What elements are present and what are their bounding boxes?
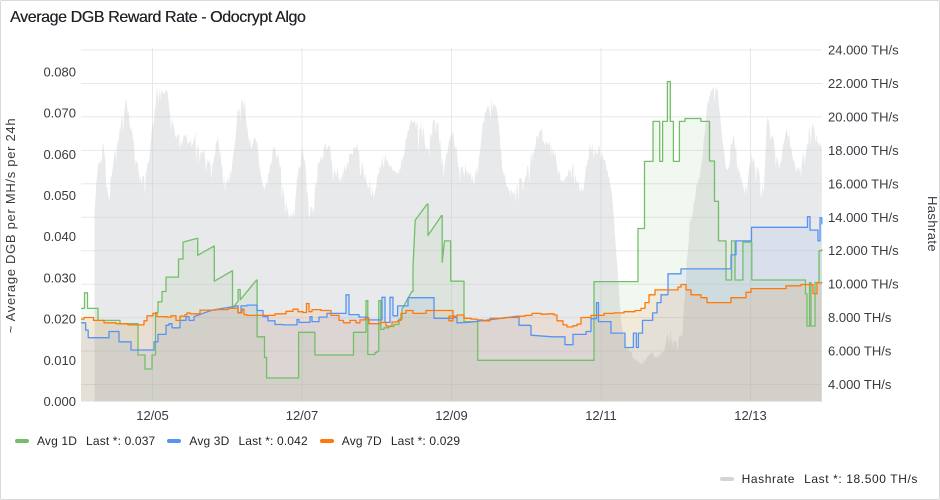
svg-text:0.060: 0.060 bbox=[43, 147, 76, 162]
svg-text:0.000: 0.000 bbox=[43, 394, 76, 409]
svg-text:0.080: 0.080 bbox=[43, 65, 76, 80]
svg-text:12/07: 12/07 bbox=[286, 408, 319, 423]
svg-text:10.000 TH/s: 10.000 TH/s bbox=[828, 277, 899, 292]
svg-text:8.000 TH/s: 8.000 TH/s bbox=[828, 310, 892, 325]
svg-text:14.000 TH/s: 14.000 TH/s bbox=[828, 210, 899, 225]
svg-text:6.000 TH/s: 6.000 TH/s bbox=[828, 344, 892, 359]
svg-text:12/11: 12/11 bbox=[585, 408, 617, 423]
svg-text:4.000 TH/s: 4.000 TH/s bbox=[828, 377, 892, 392]
svg-text:16.000 TH/s: 16.000 TH/s bbox=[828, 176, 899, 191]
svg-text:24.000 TH/s: 24.000 TH/s bbox=[828, 43, 899, 58]
svg-text:12.000 TH/s: 12.000 TH/s bbox=[828, 243, 899, 258]
svg-text:0.010: 0.010 bbox=[43, 353, 76, 368]
svg-text:0.050: 0.050 bbox=[43, 188, 76, 203]
svg-text:0.070: 0.070 bbox=[43, 106, 76, 121]
svg-text:~ Average DGB per MH/s per 24h: ~ Average DGB per MH/s per 24h bbox=[3, 118, 18, 334]
svg-text:22.000 TH/s: 22.000 TH/s bbox=[828, 76, 899, 91]
svg-text:20.000 TH/s: 20.000 TH/s bbox=[828, 109, 899, 124]
svg-text:12/09: 12/09 bbox=[435, 408, 468, 423]
svg-text:12/05: 12/05 bbox=[136, 408, 169, 423]
svg-text:Hashrate: Hashrate bbox=[925, 196, 940, 252]
svg-text:18.000 TH/s: 18.000 TH/s bbox=[828, 143, 899, 158]
svg-text:12/13: 12/13 bbox=[734, 408, 767, 423]
svg-text:0.020: 0.020 bbox=[43, 312, 76, 327]
svg-text:0.030: 0.030 bbox=[43, 270, 76, 285]
svg-text:0.040: 0.040 bbox=[43, 229, 76, 244]
